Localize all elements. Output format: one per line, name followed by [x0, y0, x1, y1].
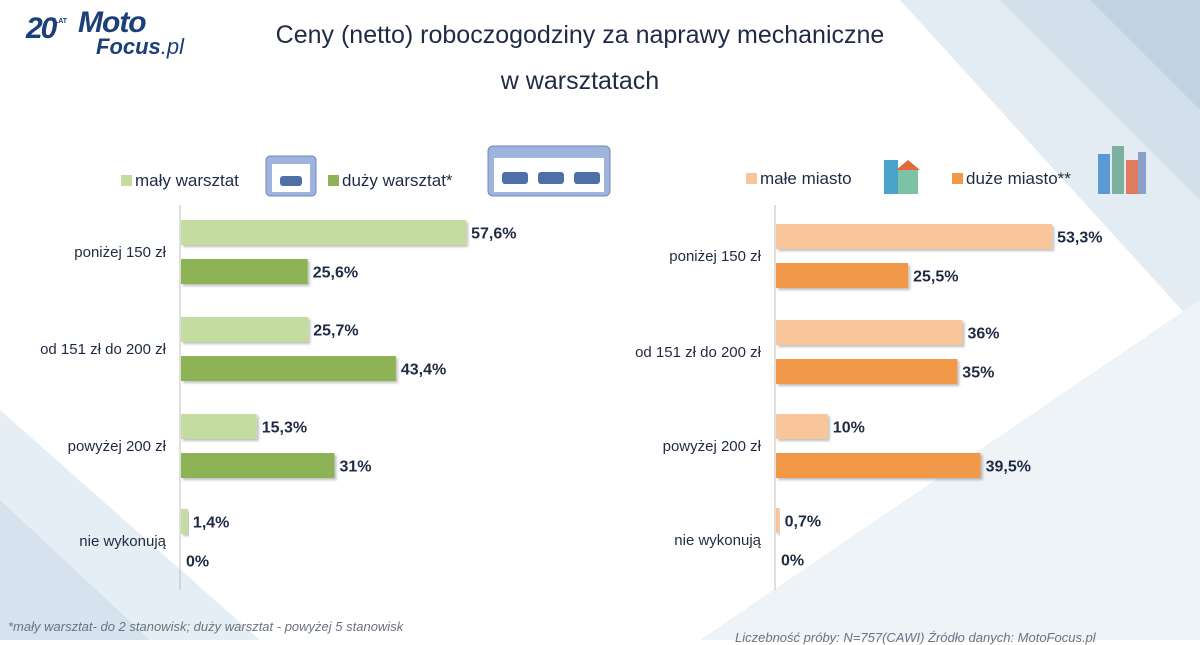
data-label: 10% [833, 420, 865, 437]
bar [776, 453, 981, 478]
logo-badge: 20 [26, 12, 57, 45]
category-label: powyżej 200 zł [663, 438, 762, 455]
category-label: poniżej 150 zł [74, 244, 166, 261]
category-label: od 151 zł do 200 zł [40, 341, 167, 358]
legend-swatch-1 [746, 173, 757, 184]
data-label: 57,6% [471, 226, 516, 243]
data-label: 35% [962, 365, 994, 382]
data-label: 39,5% [986, 459, 1031, 476]
category-label: nie wykonują [674, 532, 761, 549]
category-label: powyżej 200 zł [68, 438, 167, 455]
bar [181, 356, 396, 381]
category-label: od 151 zł do 200 zł [635, 344, 762, 361]
bar [776, 359, 958, 384]
logo-brand-bottom: Focus.pl [96, 34, 185, 59]
bar [776, 224, 1053, 249]
data-label: 25,7% [313, 323, 358, 340]
bar [776, 320, 963, 345]
data-label: 53,3% [1057, 230, 1102, 247]
bar [181, 509, 188, 534]
chart-2: małe miasto duże miasto** poniżej 150 zł 53… [635, 146, 1146, 590]
data-label: 0% [186, 554, 209, 571]
logo-brand-top: Moto [78, 6, 147, 39]
legend-label-2: duży warsztat* [342, 171, 453, 190]
chart-title-line2: w warsztatach [500, 67, 660, 95]
small-garage-icon [265, 155, 317, 197]
data-label: 25,6% [313, 265, 358, 282]
chart-title: Ceny (netto) roboczogodziny za naprawy m… [180, 12, 980, 104]
motofocus-logo: 20 LAT Moto Focus.pl [26, 6, 184, 59]
data-label: 36% [967, 326, 999, 343]
category-label: poniżej 150 zł [669, 248, 761, 265]
legend-swatch-2 [328, 175, 339, 186]
logo-badge-small: LAT [54, 18, 68, 25]
legend-label-2: duże miasto** [966, 169, 1071, 188]
bar [776, 263, 909, 288]
bar [181, 414, 257, 439]
bar [181, 453, 335, 478]
data-label: 31% [339, 459, 371, 476]
legend-swatch-1 [121, 175, 132, 186]
big-city-icon [1098, 146, 1146, 194]
data-label: 15,3% [262, 420, 307, 437]
bar [776, 508, 780, 533]
chart-title-line1: Ceny (netto) roboczogodziny za naprawy m… [275, 21, 885, 49]
data-label: 43,4% [401, 362, 446, 379]
bar [181, 220, 467, 245]
data-label: 0% [781, 553, 804, 570]
small-town-icon [884, 160, 920, 194]
large-garage-icon [487, 145, 611, 197]
chart-1: mały warsztat duży warsztat* poniżej 150 z… [40, 145, 611, 590]
data-label: 1,4% [193, 515, 229, 532]
legend-label-1: małe miasto [760, 169, 852, 188]
bar [776, 414, 828, 439]
source-note: Liczebność próby: N=757(CAWI) Źródło dan… [735, 630, 1096, 645]
data-label: 25,5% [913, 269, 958, 286]
bar [181, 259, 308, 284]
legend-swatch-2 [952, 173, 963, 184]
data-label: 0,7% [785, 514, 821, 531]
category-label: nie wykonują [79, 533, 166, 550]
legend-label-1: mały warsztat [135, 171, 239, 190]
footnote: *mały warsztat- do 2 stanowisk; duży war… [8, 619, 404, 634]
bar [181, 317, 309, 342]
